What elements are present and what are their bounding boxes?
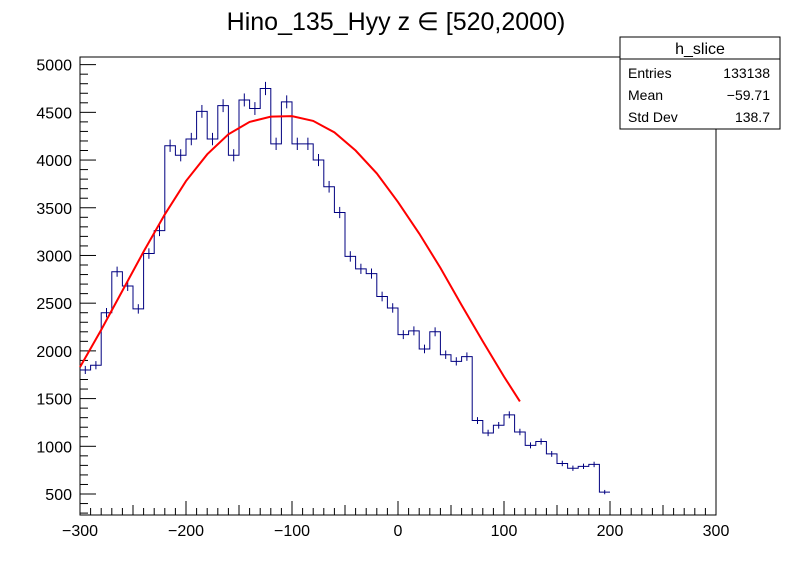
stats-entries-label: Entries: [628, 65, 672, 81]
y-tick-label: 3500: [36, 201, 72, 218]
stats-box-name: h_slice: [675, 41, 725, 58]
y-tick-label: 500: [45, 487, 72, 504]
stats-box-frame: [619, 36, 781, 130]
y-tick-label: 1000: [36, 439, 72, 456]
x-tick-label: −100: [274, 523, 310, 540]
fit-curve-group: [79, 115, 521, 402]
x-tick-label: 100: [491, 523, 518, 540]
y-axis: 500 1000 1500 2000 2500 3000 3500 4000 4500 5000: [36, 58, 96, 514]
x-tick-label: 300: [703, 523, 730, 540]
histogram-series: [80, 81, 610, 495]
y-tick-label: 1500: [36, 392, 72, 409]
y-tick-label: 3000: [36, 248, 72, 265]
x-tick-label: −200: [168, 523, 204, 540]
stats-entries-value: 133138: [723, 65, 770, 81]
stats-mean-value: −59.71: [727, 87, 770, 103]
histogram-outline: [80, 87, 610, 493]
chart-title: Hino_135_Hyy z ∈ [520,2000): [227, 8, 566, 36]
x-tick-label: 0: [394, 523, 403, 540]
stats-stddev-value: 138.7: [735, 109, 770, 125]
stats-box: h_slice Entries 133138 Mean −59.71 Std D…: [619, 36, 781, 130]
y-tick-label: 4500: [36, 105, 72, 122]
x-axis: −300 −200 −100 0 100 200 300: [62, 501, 729, 540]
y-tick-label: 4000: [36, 153, 72, 170]
stats-mean-label: Mean: [628, 87, 663, 103]
y-tick-label: 5000: [36, 58, 72, 75]
stats-stddev-label: Std Dev: [628, 109, 678, 125]
y-tick-label: 2500: [36, 296, 72, 313]
x-tick-label: 200: [597, 523, 624, 540]
y-tick-label: 2000: [36, 344, 72, 361]
x-tick-label: −300: [62, 523, 98, 540]
fit-curve: [79, 115, 521, 402]
